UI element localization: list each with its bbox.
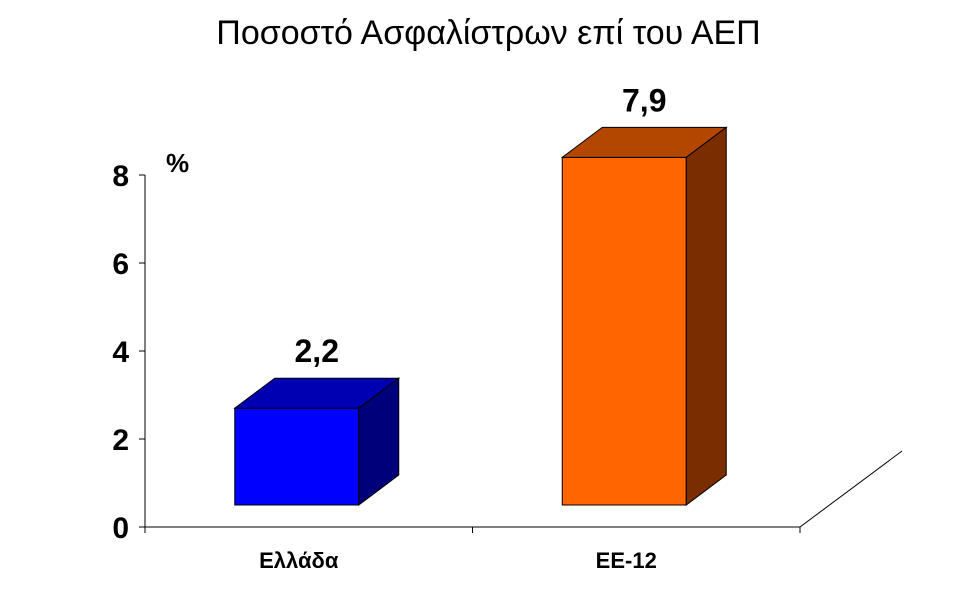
bar-side-face (685, 126, 727, 506)
chart-title: Ποσοστό Ασφαλίστρων επί του ΑΕΠ (216, 14, 761, 52)
floor-depth-line (799, 450, 903, 528)
chart-bars (233, 126, 728, 506)
chart-labels: % 2,2 Ελλάδα 7,9 ΕΕ-12 (166, 82, 666, 573)
x-category-label: ΕΕ-12 (596, 548, 657, 573)
y-tick-label: 0 (112, 512, 129, 545)
data-label: 7,9 (622, 82, 666, 118)
y-tick-label: 6 (112, 248, 129, 281)
y-tick-label: 4 (112, 336, 129, 369)
bar-side-face (358, 377, 400, 506)
bar-front-face (561, 156, 687, 506)
chart-axes: 0 2 4 6 8 (112, 160, 903, 545)
bar-1 (233, 377, 401, 506)
y-tick-label: 2 (112, 424, 129, 457)
y-tick-label: 8 (112, 160, 129, 193)
data-label: 2,2 (295, 333, 339, 369)
x-category-label: Ελλάδα (259, 548, 339, 573)
y-unit-label: % (166, 148, 189, 178)
bar-front-face (234, 407, 360, 506)
bar-2 (560, 126, 728, 506)
